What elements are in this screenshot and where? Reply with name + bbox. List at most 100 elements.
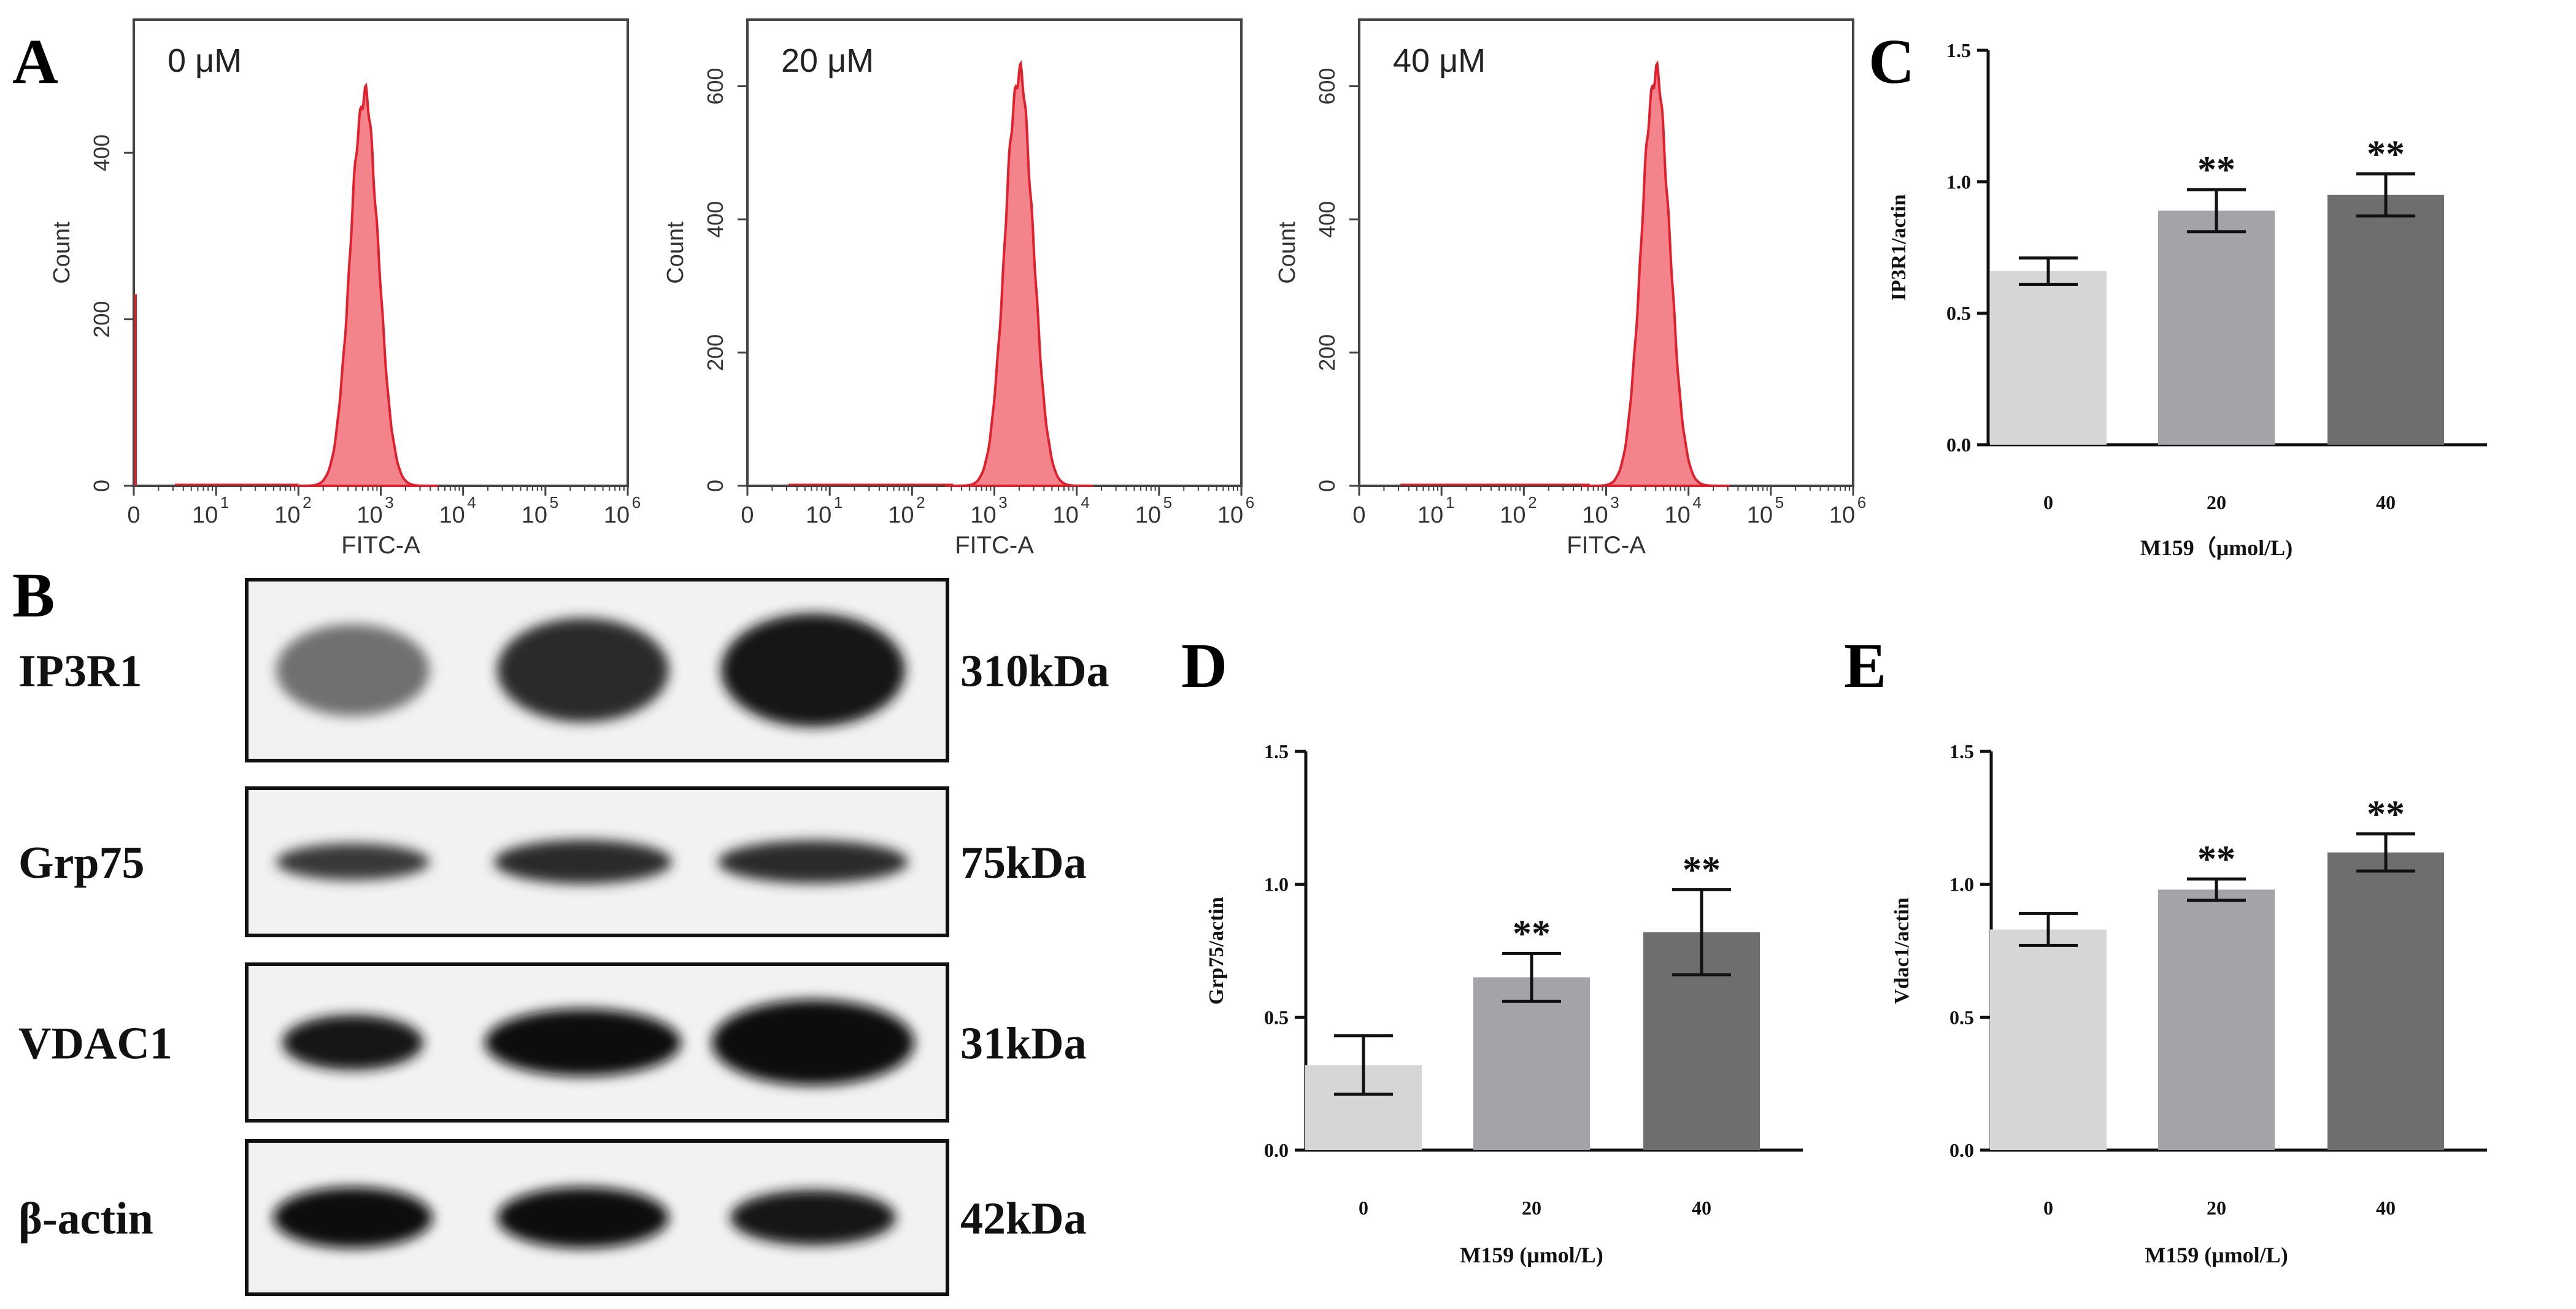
x-tick-label: 10: [357, 502, 382, 528]
x-tick-exponent: 3: [385, 493, 393, 512]
x-tick-label: 10: [1747, 502, 1773, 528]
blot-band: [494, 840, 672, 884]
western-blot: IP3R1 310kDa Grp75 75kDa VDAC1 31kDa β-actin 42…: [18, 578, 1109, 1296]
significance-marker: **: [2367, 133, 2405, 175]
y-tick-label: 0: [1314, 480, 1340, 492]
blot-protein-label: IP3R1: [18, 647, 142, 697]
x-axis-title: FITC-A: [955, 532, 1034, 559]
y-axis-title: Grp75/actin: [1205, 897, 1228, 1005]
bar-chart-ip3r1: 0.0 0.5 1.0 1.5 IP3R1/actin 0 ** 20 ** 40 M159（μmo…: [1888, 39, 2487, 560]
blot-size-label: 310kDa: [960, 647, 1109, 697]
bar-0: [1990, 271, 2107, 445]
x-tick-exponent: 3: [998, 493, 1007, 512]
x-tick-label: 10: [1500, 502, 1525, 528]
plot-frame: [1358, 18, 1854, 487]
blot-protein-label: VDAC1: [18, 1019, 172, 1069]
y-tick-label: 0.5: [1264, 1006, 1289, 1028]
bar-chart-vdac1: 0.0 0.5 1.0 1.5 Vdac1/actin 0 ** 20 ** 40 M159 (μm…: [1891, 740, 2487, 1267]
y-tick-label: 1.0: [1949, 873, 1974, 896]
y-tick-label: 0.0: [1949, 1139, 1974, 1161]
x-tick-label: 10: [1135, 502, 1161, 528]
y-tick-label: 0.0: [1264, 1139, 1289, 1161]
panel-label-a: A: [12, 26, 58, 97]
blot-size-label: 75kDa: [960, 838, 1087, 888]
y-axis-title: Count: [49, 221, 75, 284]
blot-size-label: 31kDa: [960, 1019, 1087, 1069]
x-tick-label: 20: [2207, 491, 2226, 513]
significance-marker: **: [2367, 793, 2405, 835]
blot-band: [276, 843, 430, 880]
bar-20: [2158, 889, 2275, 1150]
blot-band: [718, 840, 908, 883]
x-tick-label: 10: [1829, 502, 1855, 528]
histogram-peak: [1581, 60, 1730, 487]
x-tick-label: 40: [1692, 1197, 1711, 1219]
y-tick-label: 1.5: [1264, 740, 1289, 762]
y-axis-title: Count: [1275, 221, 1300, 284]
x-tick-label: 10: [1665, 502, 1691, 528]
blot-band: [730, 1190, 896, 1245]
y-tick-label: 400: [1314, 201, 1340, 238]
x-tick-exponent: 1: [220, 493, 229, 512]
x-tick-exponent: 4: [1081, 493, 1089, 512]
blot-band: [497, 618, 669, 723]
panel-label-e: E: [1844, 631, 1886, 701]
x-tick-label: 10: [970, 502, 996, 528]
x-tick-label: 0: [2043, 491, 2053, 513]
x-tick-label: 40: [2376, 1197, 2396, 1219]
x-tick-exponent: 6: [632, 493, 641, 512]
bar-20: [2158, 210, 2275, 445]
x-tick-label: 10: [522, 502, 547, 528]
x-tick-label: 0: [127, 502, 140, 528]
bar-40: [2327, 194, 2444, 445]
x-tick-exponent: 2: [916, 493, 925, 512]
histogram-peak: [945, 60, 1093, 487]
y-tick-label: 0.5: [1949, 1006, 1974, 1028]
y-tick-label: 0.5: [1946, 302, 1971, 324]
y-axis-title: Vdac1/actin: [1891, 897, 1913, 1004]
blot-band: [721, 613, 905, 727]
x-tick-label: 10: [1582, 502, 1608, 528]
flow-histogram-20um: 0 10 1 10 2 10 3 10 4 10 5 10 6FITC-A0200400600Count…: [663, 18, 1254, 559]
blot-size-label: 42kDa: [960, 1194, 1087, 1244]
x-tick-label: 10: [439, 502, 465, 528]
y-tick-label: 1.5: [1949, 740, 1974, 762]
x-tick-label: 0: [1352, 502, 1365, 528]
significance-marker: **: [1513, 913, 1551, 954]
significance-marker: **: [2197, 839, 2235, 880]
x-axis-title: FITC-A: [1567, 532, 1646, 559]
y-tick-label: 1.0: [1264, 873, 1289, 896]
x-tick-exponent: 2: [1528, 493, 1537, 512]
x-tick-label: 20: [1522, 1197, 1541, 1219]
y-tick-label: 0.0: [1946, 434, 1971, 456]
x-axis-title: FITC-A: [341, 532, 420, 559]
histogram-peak: [290, 82, 439, 487]
y-axis-title: IP3R1/actin: [1888, 194, 1910, 301]
x-tick-label: 0: [2043, 1197, 2053, 1219]
significance-marker: **: [1683, 849, 1721, 891]
x-tick-exponent: 6: [1246, 493, 1254, 512]
x-tick-label: 10: [888, 502, 914, 528]
x-tick-label: 0: [1359, 1197, 1368, 1219]
y-axis-title: Count: [663, 221, 688, 284]
y-tick-label: 200: [703, 334, 728, 371]
blot-protein-label: Grp75: [18, 838, 145, 888]
x-tick-exponent: 3: [1610, 493, 1619, 512]
x-tick-label: 10: [604, 502, 630, 528]
bar-20: [1473, 977, 1590, 1150]
y-tick-label: 0: [89, 480, 114, 492]
x-tick-label: 20: [2207, 1197, 2226, 1219]
x-tick-exponent: 5: [550, 493, 558, 512]
blot-band: [273, 1187, 433, 1248]
x-tick-exponent: 4: [1692, 493, 1701, 512]
y-tick-label: 600: [703, 68, 728, 105]
blot-band: [497, 1187, 669, 1248]
significance-marker: **: [2197, 149, 2235, 191]
blot-band: [276, 624, 430, 716]
blot-band: [282, 1015, 423, 1070]
x-tick-exponent: 2: [303, 493, 311, 512]
x-tick-label: 10: [274, 502, 300, 528]
bar-chart-grp75: 0.0 0.5 1.0 1.5 Grp75/actin 0 ** 20 ** 40 M159 (μm…: [1205, 740, 1803, 1267]
y-tick-label: 200: [89, 301, 114, 338]
